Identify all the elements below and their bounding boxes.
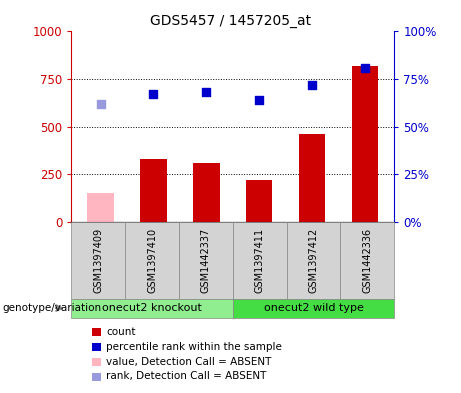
Text: rank, Detection Call = ABSENT: rank, Detection Call = ABSENT	[106, 371, 266, 382]
Text: percentile rank within the sample: percentile rank within the sample	[106, 342, 282, 352]
Bar	[352, 66, 378, 222]
Text: onecut2 knockout: onecut2 knockout	[102, 303, 202, 313]
Text: genotype/variation: genotype/variation	[2, 303, 101, 313]
Text: GSM1397411: GSM1397411	[254, 228, 265, 293]
Point	[308, 82, 316, 88]
Text: GSM1397409: GSM1397409	[93, 228, 103, 293]
Bar	[246, 180, 272, 222]
Text: value, Detection Call = ABSENT: value, Detection Call = ABSENT	[106, 356, 272, 367]
Point	[255, 97, 263, 103]
Text: GSM1442337: GSM1442337	[201, 228, 211, 293]
Point	[361, 64, 369, 71]
Text: GSM1397410: GSM1397410	[147, 228, 157, 293]
Text: GDS5457 / 1457205_at: GDS5457 / 1457205_at	[150, 14, 311, 28]
Text: GSM1397412: GSM1397412	[308, 228, 319, 293]
Point	[150, 91, 157, 97]
Bar	[193, 163, 219, 222]
Text: onecut2 wild type: onecut2 wild type	[264, 303, 363, 313]
Text: GSM1442336: GSM1442336	[362, 228, 372, 293]
Text: count: count	[106, 327, 136, 337]
Bar	[87, 193, 114, 222]
Bar	[140, 159, 167, 222]
Point	[97, 101, 104, 107]
Bar	[299, 134, 325, 222]
Point	[203, 89, 210, 95]
